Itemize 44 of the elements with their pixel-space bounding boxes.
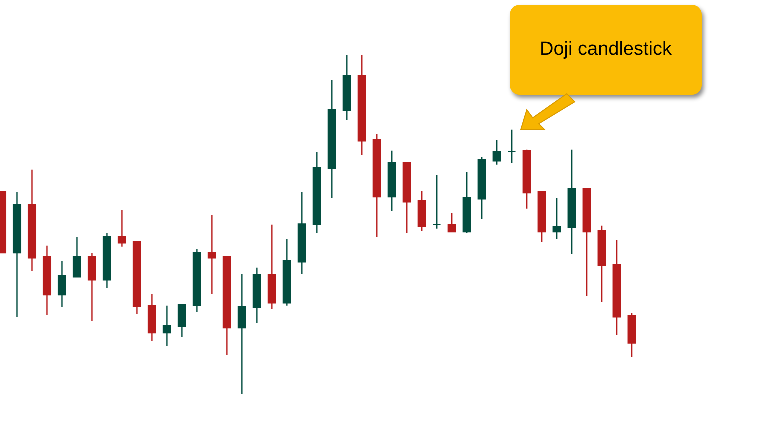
candlestick (538, 190, 546, 243)
candlestick (252, 267, 262, 324)
candlestick (282, 238, 292, 307)
candlestick (118, 209, 126, 248)
candlestick (342, 54, 352, 121)
candlestick (72, 236, 82, 278)
candlestick (88, 252, 96, 322)
candlestick (222, 255, 232, 356)
candlestick (148, 293, 156, 342)
candlestick (42, 245, 52, 316)
candlestick (358, 54, 366, 156)
candlestick (268, 224, 276, 310)
callout-box: Doji candlestick (510, 5, 702, 95)
candlestick (192, 248, 202, 313)
candlestick (418, 190, 426, 232)
candlestick (102, 232, 112, 289)
candlestick (178, 304, 186, 338)
candlestick (612, 240, 622, 336)
candlestick (598, 225, 606, 303)
candlestick (28, 169, 37, 272)
candlestick (162, 305, 172, 347)
candlestick (328, 79, 336, 199)
candlestick (208, 214, 216, 295)
candlestick (522, 149, 532, 210)
candlestick (58, 260, 66, 308)
candlestick (582, 188, 592, 297)
candlestick (388, 150, 396, 212)
candlestick (462, 171, 472, 234)
candlestick (568, 149, 576, 255)
candlestick (238, 273, 246, 395)
candlestick (508, 129, 516, 164)
candlestick (298, 191, 306, 275)
candlestick (552, 197, 562, 240)
candlestick (12, 191, 22, 318)
candlestick (628, 312, 636, 358)
annotation: Doji candlestick (540, 39, 672, 61)
candlestick (492, 139, 502, 166)
candlestick (402, 162, 412, 234)
candlestick (432, 174, 442, 230)
candlestick (372, 133, 382, 238)
candlestick (448, 212, 456, 233)
candlestick (478, 156, 486, 220)
candlestick (132, 240, 142, 315)
candlestick (312, 151, 322, 234)
